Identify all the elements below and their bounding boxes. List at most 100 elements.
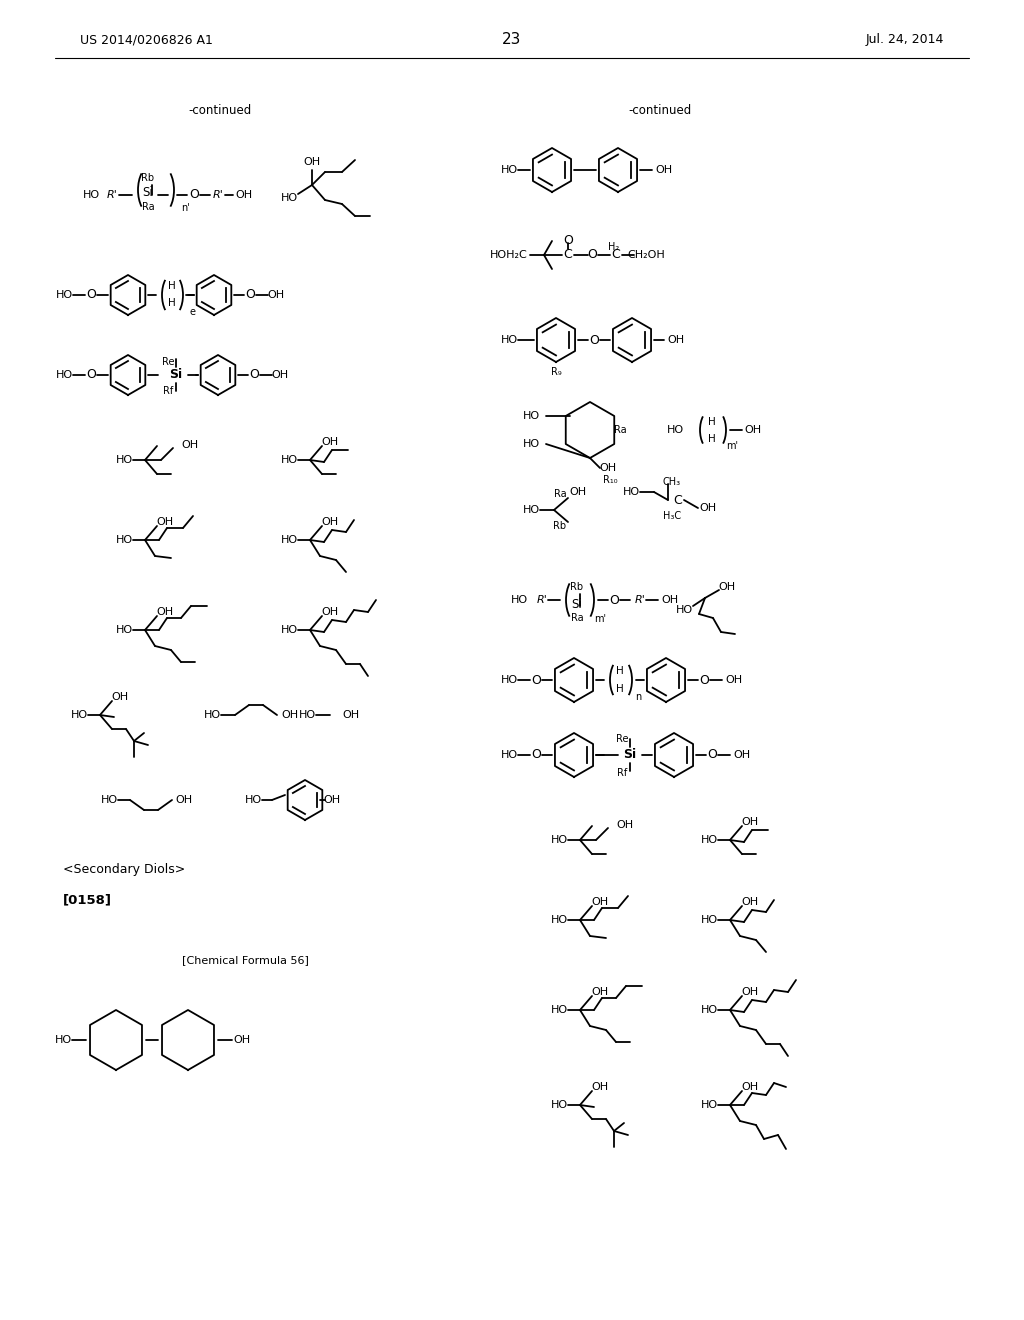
Text: Si: Si	[142, 186, 154, 199]
Text: HO: HO	[56, 370, 73, 380]
Text: OH: OH	[324, 795, 341, 805]
Text: HO: HO	[700, 1100, 718, 1110]
Text: HO: HO	[623, 487, 640, 498]
Text: O: O	[609, 594, 618, 606]
Text: OH: OH	[322, 607, 339, 616]
Text: OH: OH	[157, 607, 173, 616]
Text: OH: OH	[181, 440, 198, 450]
Text: HO: HO	[667, 425, 684, 436]
Text: HO: HO	[501, 750, 518, 760]
Text: HO: HO	[281, 624, 298, 635]
Text: <Secondary Diols>: <Secondary Diols>	[63, 863, 185, 876]
Text: HO: HO	[83, 190, 100, 201]
Text: HO: HO	[101, 795, 118, 805]
Text: m': m'	[726, 441, 738, 451]
Text: HO: HO	[71, 710, 88, 719]
Text: OH: OH	[233, 1035, 251, 1045]
Text: HO: HO	[523, 440, 540, 449]
Text: OH: OH	[592, 898, 608, 907]
Text: O: O	[587, 248, 597, 261]
Text: [0158]: [0158]	[63, 894, 112, 907]
Text: Rb: Rb	[570, 582, 584, 591]
Text: 23: 23	[503, 33, 521, 48]
Text: HO: HO	[676, 605, 693, 615]
Text: H: H	[168, 281, 176, 290]
Text: HO: HO	[551, 915, 568, 925]
Text: US 2014/0206826 A1: US 2014/0206826 A1	[80, 33, 213, 46]
Text: HO: HO	[551, 1005, 568, 1015]
Text: O: O	[86, 368, 96, 381]
Text: C: C	[674, 494, 682, 507]
Text: n: n	[635, 692, 641, 702]
Text: R': R'	[213, 190, 223, 201]
Text: OH: OH	[175, 795, 193, 805]
Text: OH: OH	[741, 817, 759, 828]
Text: HO: HO	[501, 165, 518, 176]
Text: H: H	[709, 417, 716, 426]
Text: HO: HO	[245, 795, 262, 805]
Text: OH: OH	[741, 1082, 759, 1092]
Text: C: C	[611, 248, 621, 261]
Text: R': R'	[106, 190, 118, 201]
Text: Si: Si	[624, 748, 637, 762]
Text: OH: OH	[592, 987, 608, 997]
Text: OH: OH	[725, 675, 742, 685]
Text: OH: OH	[741, 987, 759, 997]
Text: m': m'	[594, 614, 606, 624]
Text: OH: OH	[271, 370, 289, 380]
Text: OH: OH	[733, 750, 751, 760]
Text: Rb: Rb	[141, 173, 155, 183]
Text: -continued: -continued	[629, 103, 691, 116]
Text: H₃C: H₃C	[663, 511, 681, 521]
Text: HO: HO	[523, 506, 540, 515]
Text: O: O	[249, 368, 259, 381]
Text: HO: HO	[56, 290, 73, 300]
Text: Rf: Rf	[163, 385, 173, 396]
Text: OH: OH	[342, 710, 359, 719]
Text: OH: OH	[655, 165, 673, 176]
Text: Ra: Ra	[613, 425, 627, 436]
Text: HO: HO	[551, 1100, 568, 1110]
Text: Si: Si	[571, 598, 583, 610]
Text: HO: HO	[116, 535, 133, 545]
Text: HO: HO	[551, 836, 568, 845]
Text: O: O	[245, 289, 255, 301]
Text: HO: HO	[281, 193, 298, 203]
Text: R₉: R₉	[551, 367, 561, 378]
Text: HO: HO	[501, 675, 518, 685]
Text: R₁₀: R₁₀	[603, 475, 617, 484]
Text: OH: OH	[112, 692, 129, 702]
Text: OH: OH	[699, 503, 717, 513]
Text: H₂: H₂	[608, 242, 620, 252]
Text: HO: HO	[116, 455, 133, 465]
Text: e: e	[190, 308, 196, 317]
Text: O: O	[563, 235, 573, 248]
Text: H: H	[709, 434, 716, 444]
Text: HO: HO	[501, 335, 518, 345]
Text: HO: HO	[204, 710, 221, 719]
Text: HO: HO	[700, 1005, 718, 1015]
Text: HO: HO	[511, 595, 528, 605]
Text: Ra: Ra	[554, 488, 566, 499]
Text: Rb: Rb	[553, 521, 566, 531]
Text: -continued: -continued	[188, 103, 252, 116]
Text: O: O	[189, 189, 199, 202]
Text: OH: OH	[592, 1082, 608, 1092]
Text: OH: OH	[599, 463, 616, 473]
Text: Rf: Rf	[616, 768, 627, 777]
Text: Re: Re	[615, 734, 629, 744]
Text: OH: OH	[322, 517, 339, 527]
Text: R': R'	[635, 595, 645, 605]
Text: O: O	[86, 289, 96, 301]
Text: OH: OH	[668, 335, 685, 345]
Text: OH: OH	[236, 190, 253, 201]
Text: O: O	[699, 673, 709, 686]
Text: HO: HO	[700, 915, 718, 925]
Text: O: O	[589, 334, 599, 346]
Text: H: H	[616, 667, 624, 676]
Text: OH: OH	[322, 437, 339, 447]
Text: O: O	[707, 748, 717, 762]
Text: HO: HO	[299, 710, 316, 719]
Text: HOH₂C: HOH₂C	[490, 249, 528, 260]
Text: OH: OH	[569, 487, 587, 498]
